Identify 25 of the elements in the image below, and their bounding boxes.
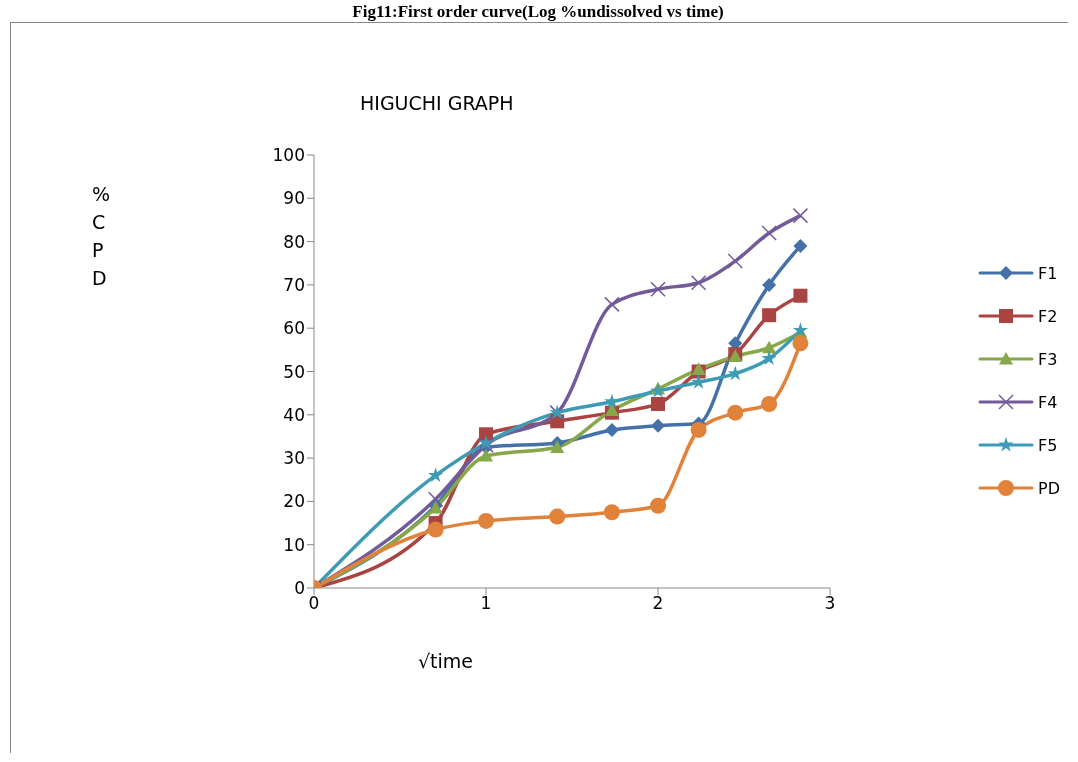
y-tick-label: 80 bbox=[283, 231, 305, 252]
y-tick-label: 50 bbox=[283, 361, 305, 382]
y-tick-label: 60 bbox=[283, 318, 305, 339]
y-tick-label: 30 bbox=[283, 448, 305, 469]
legend-label: F4 bbox=[1038, 392, 1058, 412]
chart-title: HIGUCHI GRAPH bbox=[360, 92, 514, 114]
text: %CPD bbox=[92, 182, 112, 291]
y-tick-label: 90 bbox=[283, 188, 305, 209]
x-tick-label: 3 bbox=[824, 593, 836, 614]
legend-label: PD bbox=[1038, 478, 1060, 498]
caption: Fig11:First order curve(Log %undissolved vs time) bbox=[351, 2, 725, 22]
x-tick-label: 0 bbox=[308, 593, 320, 614]
y-tick-label: 20 bbox=[283, 491, 305, 512]
legend-label: F5 bbox=[1038, 435, 1058, 455]
x-axis-title: √time bbox=[418, 650, 474, 672]
y-tick-label: 100 bbox=[272, 145, 305, 166]
x-tick-label: 1 bbox=[480, 593, 492, 614]
x-tick-label: 2 bbox=[652, 593, 664, 614]
legend-label: F1 bbox=[1038, 263, 1058, 283]
y-tick-label: 10 bbox=[283, 534, 305, 555]
legend-label: F2 bbox=[1038, 306, 1058, 326]
y-tick-label: 70 bbox=[283, 274, 305, 295]
legend-label: F3 bbox=[1038, 349, 1058, 369]
y-tick-label: 0 bbox=[294, 578, 305, 599]
y-tick-label: 40 bbox=[283, 404, 305, 425]
